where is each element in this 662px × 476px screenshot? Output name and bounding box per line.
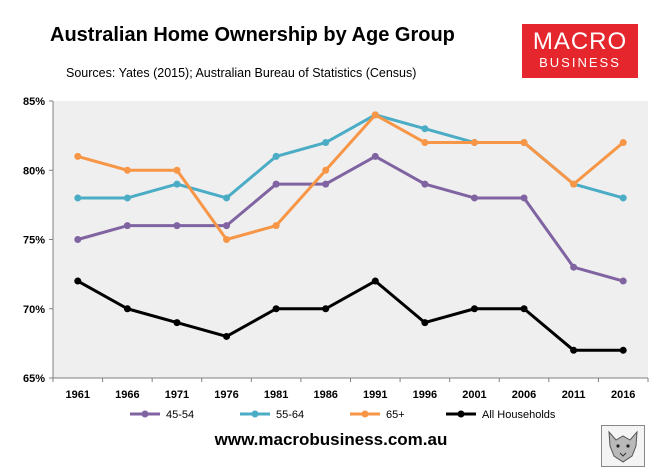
data-point [173, 222, 181, 230]
x-tick-label: 1996 [413, 389, 437, 401]
legend-label: All Households [482, 409, 556, 421]
y-tick-label: 80% [23, 165, 45, 177]
data-point [520, 139, 528, 147]
legend-item: 65+ [350, 409, 405, 421]
x-tick-label: 2006 [512, 389, 536, 401]
legend-label: 65+ [386, 409, 405, 421]
series-layer [74, 111, 627, 354]
data-point [173, 166, 181, 174]
data-point [619, 194, 627, 202]
plot-area [53, 101, 648, 378]
data-point [272, 152, 280, 160]
y-tick-label: 65% [23, 373, 45, 385]
data-point [570, 346, 578, 354]
data-point [272, 222, 280, 230]
x-tick-label: 2011 [562, 389, 586, 401]
data-point [223, 236, 231, 243]
logo-line-2: BUSINESS [539, 55, 621, 70]
data-point [619, 277, 627, 285]
chart-subtitle: Sources: Yates (2015); Australian Bureau… [66, 66, 417, 80]
x-tick-label: 2016 [611, 389, 635, 401]
data-point [470, 139, 478, 147]
data-point [520, 305, 528, 313]
y-tick-label: 75% [23, 235, 45, 247]
x-axis: 1961 1966 1971 1976 1981 1986 1991 1996 2001 2006… [52, 377, 649, 401]
data-point [322, 180, 330, 188]
series-45-54 [74, 152, 627, 285]
data-point [619, 346, 627, 354]
data-point [123, 166, 131, 174]
legend-item: 55-64 [240, 409, 304, 421]
x-tick-label: 1976 [214, 389, 238, 401]
x-tick-label: 1966 [115, 389, 139, 401]
data-point [421, 180, 429, 188]
data-point [421, 319, 429, 327]
data-point [123, 222, 131, 230]
data-point [619, 139, 627, 147]
x-tick-label: 1981 [264, 389, 288, 401]
data-point [570, 263, 578, 271]
legend-marker [251, 410, 259, 418]
x-tick-label: 1991 [363, 389, 387, 401]
footer-url: www.macrobusiness.com.au [214, 430, 448, 449]
legend-label: 55-64 [276, 409, 304, 421]
logo-line-1: MACRO [532, 28, 628, 55]
y-tick-label: 85% [23, 96, 45, 108]
data-point [223, 194, 231, 202]
data-point [223, 332, 231, 340]
data-point [322, 139, 330, 147]
data-point [123, 194, 131, 202]
legend-marker [141, 410, 149, 418]
data-point [470, 305, 478, 313]
series-line [77, 279, 624, 352]
data-point [570, 180, 578, 188]
series-65- [74, 111, 627, 243]
legend-marker [361, 410, 369, 418]
data-point [371, 152, 379, 160]
data-point [371, 277, 379, 285]
series-line [77, 154, 624, 283]
legend-marker [457, 410, 465, 418]
data-point [520, 194, 528, 202]
data-point [322, 166, 330, 174]
legend: 45-54 55-64 65+ All Households [130, 409, 556, 421]
data-point [123, 305, 131, 313]
chart-title: Australian Home Ownership by Age Group [50, 24, 455, 46]
data-point [322, 305, 330, 313]
data-point [223, 222, 231, 230]
data-point [371, 111, 379, 119]
data-point [421, 125, 429, 133]
data-point [421, 139, 429, 147]
x-tick-label: 1986 [313, 389, 337, 401]
data-point [272, 180, 280, 188]
legend-item: 45-54 [130, 409, 194, 421]
data-point [470, 194, 478, 202]
data-point [173, 180, 181, 188]
legend-label: 45-54 [166, 409, 194, 421]
data-point [272, 305, 280, 313]
line-chart: 65% 70% 75% 80% 85% 1961 1966 1971 1976 1981 1986… [23, 96, 649, 421]
data-point [74, 152, 82, 160]
data-point [74, 194, 82, 202]
series-all-households [74, 277, 627, 354]
x-tick-label: 1971 [165, 389, 189, 401]
series-line [77, 113, 625, 241]
wolf-badge-icon [601, 425, 645, 467]
y-tick-label: 70% [23, 304, 45, 316]
data-point [74, 236, 82, 243]
data-point [173, 319, 181, 327]
macro-business-logo: MACRO BUSINESS [522, 24, 638, 78]
y-axis: 65% 70% 75% 80% 85% [23, 96, 54, 385]
x-tick-label: 1961 [66, 389, 90, 401]
data-point [74, 277, 82, 285]
legend-item: All Households [446, 409, 556, 421]
x-tick-label: 2001 [462, 389, 486, 401]
